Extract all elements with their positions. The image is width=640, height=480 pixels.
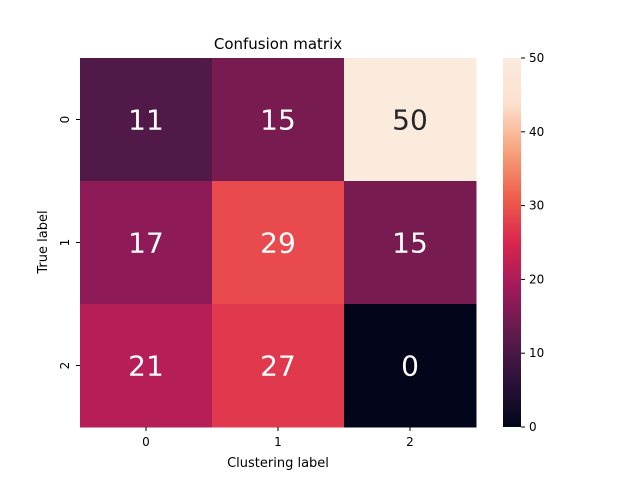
cell-value-r2-c2: 0	[401, 350, 419, 383]
chart-title: Confusion matrix	[214, 35, 342, 53]
heatmap-cell-r1-c0	[80, 181, 213, 305]
heatmap-cell-r0-c1	[212, 58, 345, 182]
heatmap-cell-r1-c1	[212, 181, 345, 305]
cell-value-r1-c2: 15	[392, 227, 428, 260]
colorbar-tick-label: 30	[529, 199, 544, 213]
heatmap-cell-r0-c2	[344, 58, 477, 182]
colorbar-tick-label: 0	[529, 420, 537, 434]
y-tick-label: 1	[58, 239, 72, 247]
x-tick-label: 0	[142, 435, 150, 449]
heatmap-cell-r2-c2	[344, 304, 477, 428]
cell-value-r0-c1: 15	[260, 104, 296, 137]
cell-value-r0-c0: 11	[128, 104, 164, 137]
colorbar-tick-label: 50	[529, 51, 544, 65]
cell-value-r1-c1: 29	[260, 227, 296, 260]
x-tick-label: 1	[274, 435, 282, 449]
cell-value-r1-c0: 17	[128, 227, 164, 260]
colorbar-tick-label: 10	[529, 346, 544, 360]
colorbar-tick-label: 20	[529, 272, 544, 286]
colorbar-ticks: 0 10 20 30 40 50	[521, 51, 544, 434]
cell-value-r0-c2: 50	[392, 104, 428, 137]
heatmap-cells	[80, 58, 477, 428]
y-axis-ticks: 0 1 2	[58, 116, 80, 370]
x-axis-ticks: 0 1 2	[142, 427, 414, 449]
cell-value-r2-c0: 21	[128, 350, 164, 383]
y-axis-label: True label	[36, 210, 51, 274]
colorbar	[503, 58, 521, 427]
cell-value-r2-c1: 27	[260, 350, 296, 383]
heatmap-cell-r0-c0	[80, 58, 213, 182]
x-tick-label: 2	[406, 435, 414, 449]
x-axis-label: Clustering label	[227, 456, 329, 471]
colorbar-tick-label: 40	[529, 125, 544, 139]
heatmap-cell-r2-c0	[80, 304, 213, 428]
y-tick-label: 0	[58, 116, 72, 124]
y-tick-label: 2	[58, 362, 72, 370]
heatmap-cell-labels: 11 15 50 17 29 15 21 27 0	[128, 104, 428, 383]
heatmap-cell-r1-c2	[344, 181, 477, 305]
heatmap-cell-r2-c1	[212, 304, 345, 428]
